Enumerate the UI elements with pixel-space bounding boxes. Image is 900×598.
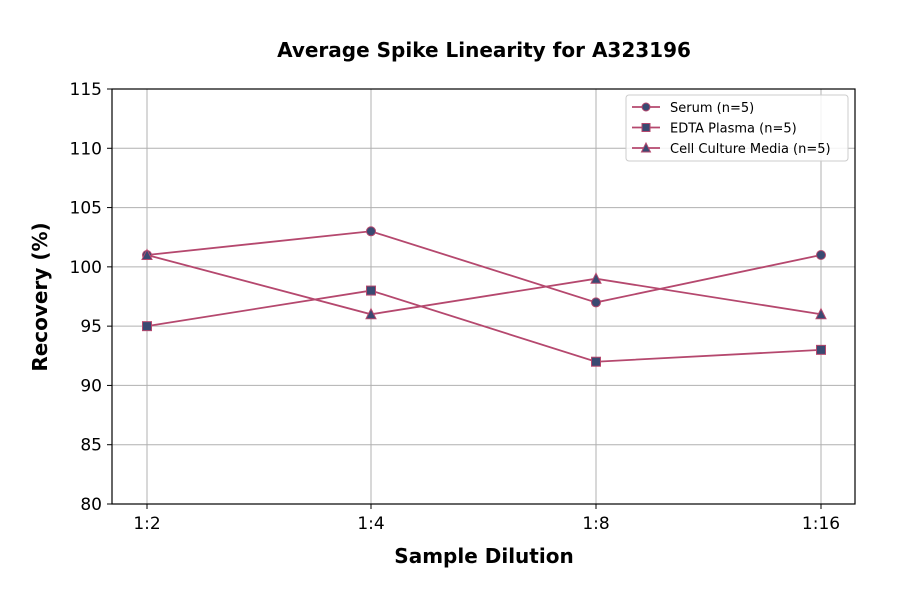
edta-plasma-n-point bbox=[366, 285, 376, 296]
y-tick-label: 110 bbox=[70, 139, 102, 159]
legend-marker-square-icon bbox=[641, 123, 651, 132]
y-tick-label: 105 bbox=[70, 199, 102, 219]
serum-n-line bbox=[146, 230, 822, 304]
y-tick-label: 90 bbox=[80, 376, 102, 396]
cell-culture-media-n-point bbox=[141, 248, 153, 260]
y-tick-label: 80 bbox=[80, 495, 102, 515]
serum-n-point bbox=[366, 226, 376, 237]
x-tick-label: 1:4 bbox=[357, 514, 384, 534]
edta-plasma-n-point bbox=[142, 321, 152, 332]
cell-culture-media-n-line bbox=[146, 254, 822, 316]
y-tick-label: 100 bbox=[70, 258, 102, 278]
legend-box bbox=[625, 94, 849, 162]
plot-frame bbox=[111, 88, 856, 505]
legend-marker-circle-icon bbox=[641, 102, 651, 112]
y-tick-label: 95 bbox=[80, 317, 102, 337]
x-axis-label: Sample Dilution bbox=[394, 544, 573, 568]
cell-culture-media-n-point bbox=[365, 307, 377, 320]
cell-culture-media-n-point bbox=[815, 307, 827, 320]
y-axis-label: Recovery (%) bbox=[28, 222, 52, 371]
chart-title: Average Spike Linearity for A323196 bbox=[277, 38, 691, 62]
edta-plasma-n-point bbox=[591, 356, 601, 367]
y-tick-label: 85 bbox=[80, 436, 102, 456]
serum-n-point bbox=[591, 297, 601, 308]
legend-label: Cell Culture Media (n=5) bbox=[670, 142, 831, 157]
y-tick-label: 115 bbox=[70, 80, 102, 100]
legend-marker-triangle-icon bbox=[640, 141, 652, 153]
edta-plasma-n-point bbox=[816, 344, 826, 355]
legend-label: EDTA Plasma (n=5) bbox=[670, 122, 797, 137]
x-tick-label: 1:16 bbox=[802, 514, 840, 534]
x-tick-label: 1:8 bbox=[582, 514, 609, 534]
legend-label: Serum (n=5) bbox=[670, 101, 754, 116]
serum-n-point bbox=[816, 250, 826, 260]
x-tick-label: 1:2 bbox=[133, 514, 160, 534]
cell-culture-media-n-point bbox=[590, 272, 602, 284]
edta-plasma-n-line bbox=[146, 289, 822, 363]
